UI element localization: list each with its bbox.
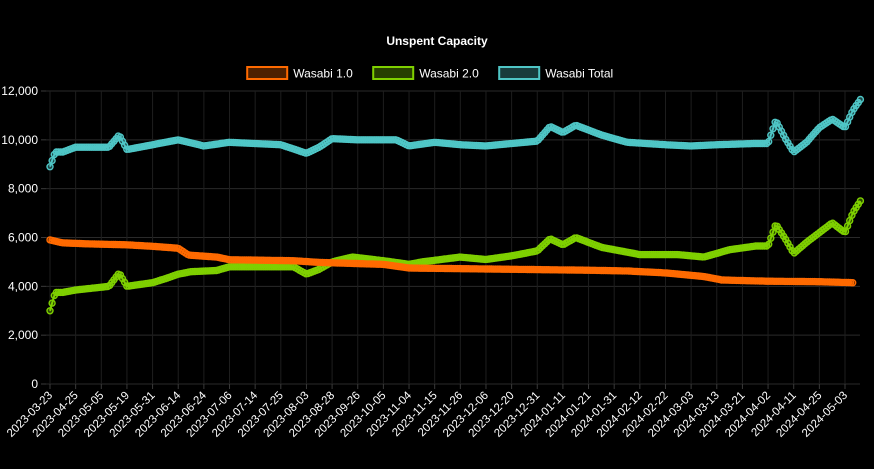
- chart-legend: Wasabi 1.0 Wasabi 2.0 Wasabi Total: [246, 66, 613, 81]
- chart-title: Unspent Capacity: [386, 34, 488, 48]
- data-point[interactable]: [765, 137, 773, 146]
- data-point[interactable]: [767, 131, 775, 139]
- data-point[interactable]: [849, 279, 857, 287]
- legend-label: Wasabi Total: [545, 67, 613, 81]
- data-point[interactable]: [48, 299, 56, 307]
- legend-label: Wasabi 2.0: [419, 67, 479, 81]
- legend-swatch: [246, 66, 289, 80]
- legend-item[interactable]: Wasabi 1.0: [246, 66, 353, 81]
- data-point[interactable]: [784, 239, 792, 247]
- legend-item[interactable]: Wasabi Total: [498, 66, 613, 81]
- chart-grid: [46, 90, 860, 385]
- data-point[interactable]: [856, 95, 865, 104]
- series-layer: [46, 95, 865, 315]
- series-line: [49, 98, 862, 168]
- data-point[interactable]: [856, 197, 865, 205]
- y-tick-label: 12,000: [1, 84, 38, 98]
- data-point[interactable]: [782, 235, 790, 244]
- data-point[interactable]: [46, 162, 54, 171]
- series-wasabi-2-0: [46, 197, 865, 315]
- y-tick-label: 4,000: [8, 279, 38, 293]
- x-axis: 2023-03-232023-04-252023-05-052023-05-19…: [5, 384, 850, 440]
- data-point[interactable]: [48, 156, 56, 165]
- data-point[interactable]: [769, 125, 777, 133]
- legend-swatch: [498, 66, 541, 80]
- y-tick-label: 8,000: [8, 182, 38, 196]
- y-tick-label: 0: [31, 377, 38, 391]
- data-point[interactable]: [767, 234, 775, 242]
- y-tick-label: 10,000: [1, 133, 38, 147]
- data-point[interactable]: [786, 243, 794, 251]
- y-axis: 0 2,000 4,000 6,000 8,000 10,000 12,000: [1, 84, 46, 391]
- y-tick-label: 2,000: [8, 328, 38, 342]
- legend-item[interactable]: Wasabi 2.0: [372, 66, 479, 81]
- data-point[interactable]: [765, 240, 773, 249]
- data-point[interactable]: [118, 274, 127, 283]
- data-point[interactable]: [116, 271, 125, 279]
- series-wasabi-1-0: [46, 236, 857, 287]
- data-point[interactable]: [769, 228, 777, 236]
- data-point[interactable]: [848, 108, 856, 117]
- legend-label: Wasabi 1.0: [293, 67, 353, 81]
- legend-swatch: [372, 66, 415, 80]
- data-point[interactable]: [46, 307, 54, 315]
- series-wasabi-total: [46, 95, 865, 171]
- y-tick-label: 6,000: [8, 231, 38, 245]
